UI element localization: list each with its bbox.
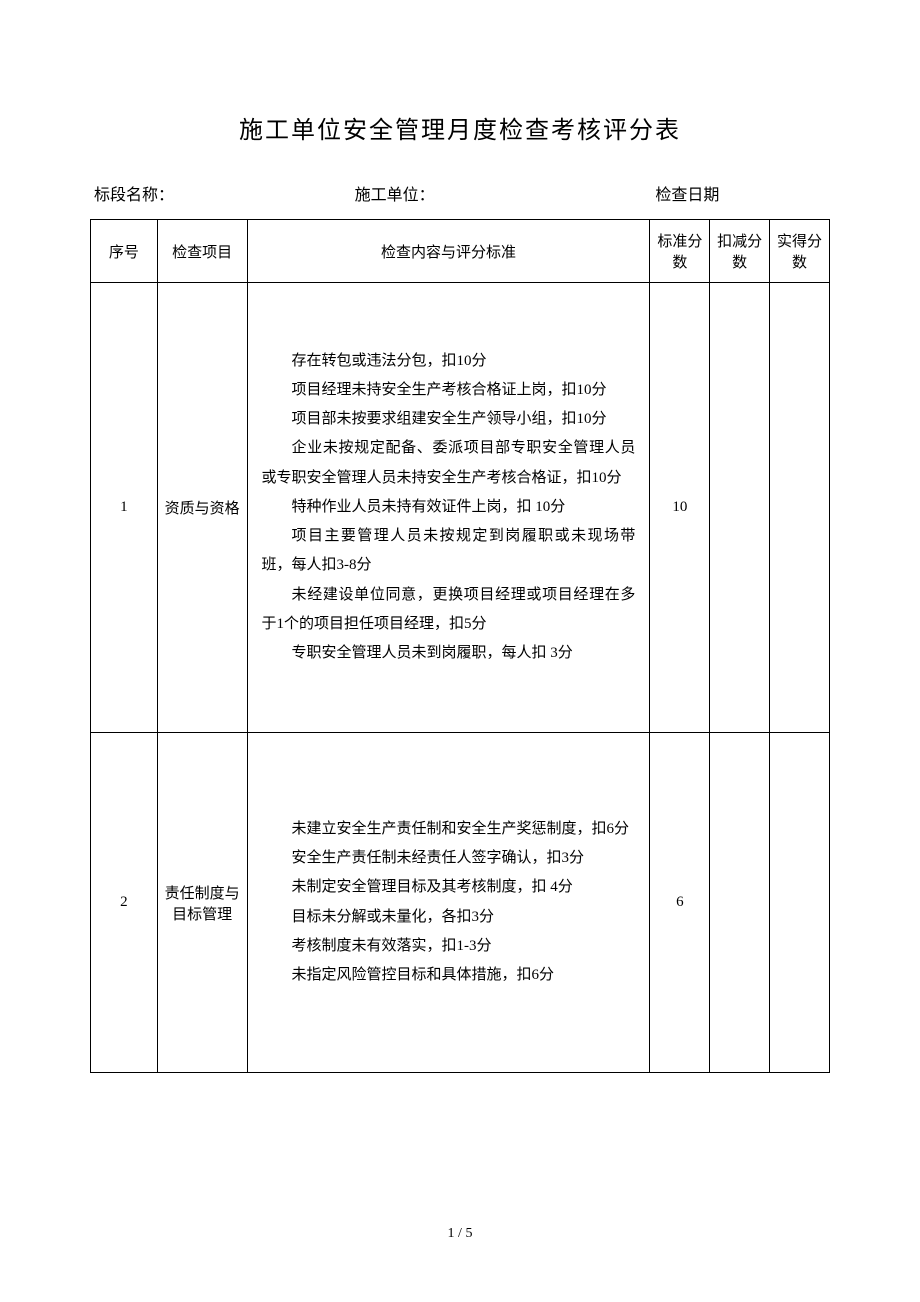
header-row: 标段名称： 施工单位： 检查日期 [90, 181, 830, 205]
col-seq-header: 序号 [91, 220, 158, 283]
cell-std: 6 [650, 733, 710, 1073]
cell-seq: 2 [91, 733, 158, 1073]
cell-item: 资质与资格 [157, 283, 247, 733]
cell-deduct [710, 283, 770, 733]
cell-actual [770, 733, 830, 1073]
content-line: 企业未按规定配备、委派项目部专职安全管理人员或专职安全管理人员未持安全生产考核合… [262, 434, 636, 493]
content-line: 未经建设单位同意，更换项目经理或项目经理在多于1个的项目担任项目经理，扣5分 [262, 581, 636, 640]
table-body: 1 资质与资格 存在转包或违法分包，扣10分 项目经理未持安全生产考核合格证上岗… [91, 283, 830, 1073]
cell-seq: 1 [91, 283, 158, 733]
content-line: 项目经理未持安全生产考核合格证上岗，扣10分 [262, 376, 636, 405]
content-line: 未建立安全生产责任制和安全生产奖惩制度，扣6分 [262, 815, 636, 844]
content-line: 未指定风险管控目标和具体措施，扣6分 [262, 961, 636, 990]
content-line: 项目主要管理人员未按规定到岗履职或未现场带班，每人扣3-8分 [262, 522, 636, 581]
date-label: 检查日期 [525, 181, 826, 205]
cell-deduct [710, 733, 770, 1073]
document-title: 施工单位安全管理月度检查考核评分表 [90, 110, 830, 145]
page-current: 1 [448, 1226, 455, 1241]
col-deduct-header: 扣减分数 [710, 220, 770, 283]
page-total: 5 [465, 1226, 472, 1241]
score-table: 序号 检查项目 检查内容与评分标准 标准分数 扣减分数 实得分数 1 资质与资格… [90, 219, 830, 1073]
page-sep: / [455, 1226, 466, 1241]
cell-content: 存在转包或违法分包，扣10分 项目经理未持安全生产考核合格证上岗，扣10分 项目… [247, 283, 650, 733]
section-label: 标段名称： [94, 181, 265, 205]
cell-actual [770, 283, 830, 733]
col-actual-header: 实得分数 [770, 220, 830, 283]
table-row: 1 资质与资格 存在转包或违法分包，扣10分 项目经理未持安全生产考核合格证上岗… [91, 283, 830, 733]
content-line: 特种作业人员未持有效证件上岗，扣 10分 [262, 493, 636, 522]
content-line: 目标未分解或未量化，各扣3分 [262, 903, 636, 932]
content-line: 考核制度未有效落实，扣1-3分 [262, 932, 636, 961]
col-item-header: 检查项目 [157, 220, 247, 283]
cell-item: 责任制度与目标管理 [157, 733, 247, 1073]
content-line: 项目部未按要求组建安全生产领导小组，扣10分 [262, 405, 636, 434]
col-std-header: 标准分数 [650, 220, 710, 283]
content-line: 专职安全管理人员未到岗履职，每人扣 3分 [262, 639, 636, 668]
content-line: 存在转包或违法分包，扣10分 [262, 347, 636, 376]
table-header-row: 序号 检查项目 检查内容与评分标准 标准分数 扣减分数 实得分数 [91, 220, 830, 283]
content-line: 未制定安全管理目标及其考核制度，扣 4分 [262, 873, 636, 902]
cell-content: 未建立安全生产责任制和安全生产奖惩制度，扣6分 安全生产责任制未经责任人签字确认… [247, 733, 650, 1073]
page-footer: 1 / 5 [0, 1226, 920, 1242]
page-container: 施工单位安全管理月度检查考核评分表 标段名称： 施工单位： 检查日期 序号 检查… [0, 0, 920, 1133]
cell-std: 10 [650, 283, 710, 733]
content-line: 安全生产责任制未经责任人签字确认，扣3分 [262, 844, 636, 873]
table-row: 2 责任制度与目标管理 未建立安全生产责任制和安全生产奖惩制度，扣6分 安全生产… [91, 733, 830, 1073]
col-content-header: 检查内容与评分标准 [247, 220, 650, 283]
unit-label: 施工单位： [265, 181, 526, 205]
